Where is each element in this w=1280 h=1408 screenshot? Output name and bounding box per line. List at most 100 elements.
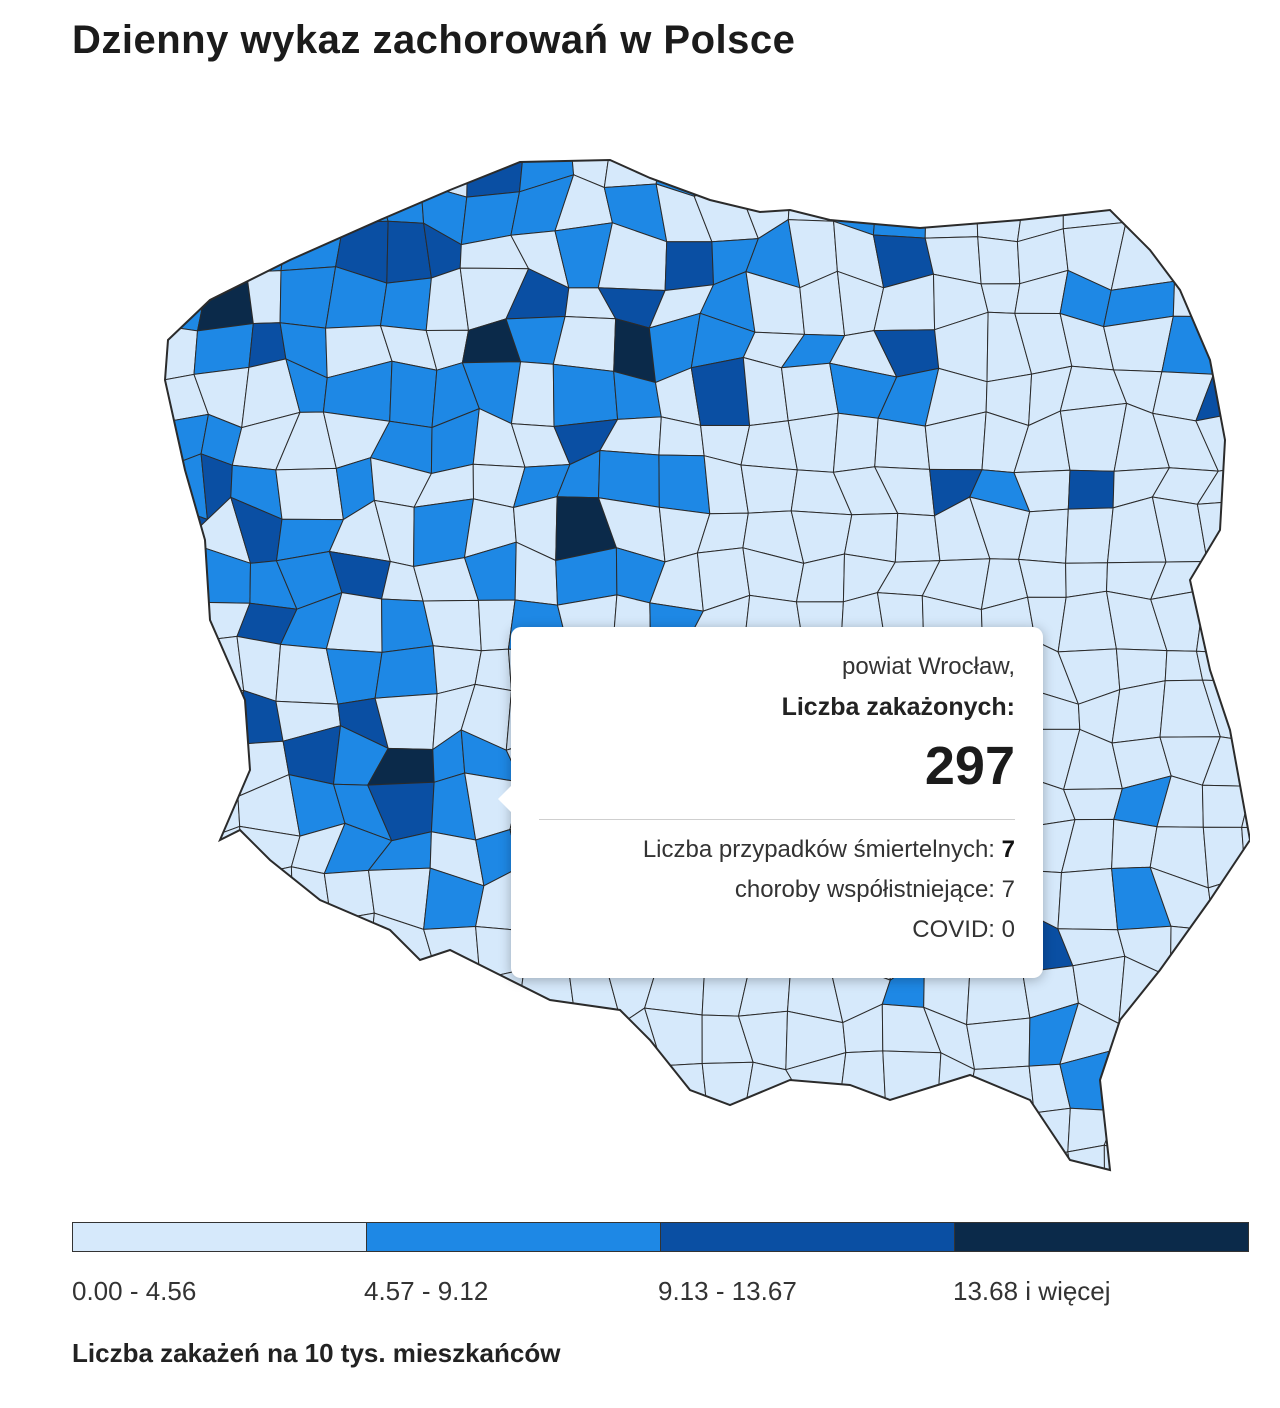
map-region[interactable] xyxy=(849,1157,890,1199)
map-region[interactable] xyxy=(1205,929,1251,973)
map-region[interactable] xyxy=(690,356,751,427)
map-region[interactable] xyxy=(235,1186,298,1200)
map-region[interactable] xyxy=(1216,219,1250,290)
map-region[interactable] xyxy=(1103,1100,1171,1159)
map-region[interactable] xyxy=(187,731,239,798)
map-region[interactable] xyxy=(287,1058,341,1111)
map-region[interactable] xyxy=(735,140,791,191)
map-region[interactable] xyxy=(1196,499,1250,563)
map-region[interactable] xyxy=(1160,1148,1218,1200)
map-region[interactable] xyxy=(746,1188,806,1200)
map-region[interactable] xyxy=(188,635,245,696)
map-region[interactable] xyxy=(231,955,291,1026)
map-region[interactable] xyxy=(832,412,879,473)
map-region[interactable] xyxy=(648,1140,701,1198)
map-region[interactable] xyxy=(474,648,513,692)
map-region[interactable] xyxy=(1103,1144,1163,1200)
map-region[interactable] xyxy=(239,1049,301,1100)
map-region[interactable] xyxy=(787,412,839,473)
map-region[interactable] xyxy=(572,1021,623,1067)
map-region[interactable] xyxy=(183,955,245,1026)
map-region[interactable] xyxy=(420,1191,465,1200)
map-region[interactable] xyxy=(150,830,207,885)
map-region[interactable] xyxy=(929,1196,983,1200)
map-region[interactable] xyxy=(150,731,190,794)
map-region[interactable] xyxy=(1207,185,1250,237)
map-region[interactable] xyxy=(280,221,345,272)
map-region[interactable] xyxy=(882,1050,942,1107)
map-region[interactable] xyxy=(517,1011,577,1071)
map-region[interactable] xyxy=(1197,140,1251,198)
map-region[interactable] xyxy=(1246,918,1250,973)
map-region[interactable] xyxy=(374,645,438,699)
map-region[interactable] xyxy=(975,181,1026,243)
map-region[interactable] xyxy=(1105,1197,1167,1200)
map-region[interactable] xyxy=(150,140,202,198)
map-region[interactable] xyxy=(326,1015,375,1065)
map-region[interactable] xyxy=(698,1109,759,1162)
map-region[interactable] xyxy=(333,1146,382,1200)
map-region[interactable] xyxy=(189,189,245,235)
map-region[interactable] xyxy=(872,182,928,239)
map-region[interactable] xyxy=(1212,1111,1250,1161)
map-region[interactable] xyxy=(701,1061,754,1117)
map-region[interactable] xyxy=(647,1108,708,1142)
map-region[interactable] xyxy=(1017,1197,1078,1200)
map-region[interactable] xyxy=(507,1139,567,1197)
map-region[interactable] xyxy=(661,1062,708,1111)
map-region[interactable] xyxy=(1199,1188,1250,1200)
map-region[interactable] xyxy=(737,973,791,1017)
map-region[interactable] xyxy=(965,1196,1034,1200)
map-region[interactable] xyxy=(794,1160,853,1196)
map-region[interactable] xyxy=(1203,963,1251,1026)
map-region[interactable] xyxy=(375,140,428,185)
map-region[interactable] xyxy=(878,1199,931,1200)
map-region[interactable] xyxy=(150,233,209,281)
map-region[interactable] xyxy=(1111,818,1158,870)
map-region[interactable] xyxy=(1246,1151,1250,1197)
map-region[interactable] xyxy=(698,1140,759,1198)
map-region[interactable] xyxy=(326,1108,382,1152)
map-region[interactable] xyxy=(802,1189,850,1200)
map-region[interactable] xyxy=(329,176,389,223)
map-region[interactable] xyxy=(325,912,375,974)
map-region[interactable] xyxy=(552,315,617,372)
map-region[interactable] xyxy=(1014,1151,1077,1198)
map-region[interactable] xyxy=(743,1092,801,1164)
map-region[interactable] xyxy=(367,1007,430,1059)
map-region[interactable] xyxy=(787,185,852,222)
map-region[interactable] xyxy=(1062,140,1128,197)
map-region[interactable] xyxy=(1057,867,1119,931)
map-region[interactable] xyxy=(1111,680,1166,744)
map-region[interactable] xyxy=(1247,1188,1250,1200)
map-region[interactable] xyxy=(199,1002,246,1070)
map-region[interactable] xyxy=(275,954,329,1025)
map-region[interactable] xyxy=(522,1192,572,1200)
map-region[interactable] xyxy=(965,1065,1035,1119)
map-region[interactable] xyxy=(282,1142,341,1194)
map-region[interactable] xyxy=(420,140,469,198)
map-region[interactable] xyxy=(150,774,207,840)
map-region[interactable] xyxy=(1199,1020,1250,1060)
map-region[interactable] xyxy=(1245,268,1250,324)
map-region[interactable] xyxy=(188,689,245,746)
map-region[interactable] xyxy=(552,363,619,428)
map-region[interactable] xyxy=(284,182,345,241)
map-region[interactable] xyxy=(460,1099,532,1152)
map-region[interactable] xyxy=(1161,185,1220,237)
map-region[interactable] xyxy=(1116,1046,1171,1112)
map-region[interactable] xyxy=(326,140,387,196)
map-region[interactable] xyxy=(836,140,892,187)
map-region[interactable] xyxy=(874,417,931,470)
map-region[interactable] xyxy=(1245,219,1250,283)
map-region[interactable] xyxy=(150,1002,206,1070)
map-region[interactable] xyxy=(1118,1012,1169,1059)
map-region[interactable] xyxy=(1245,452,1250,513)
map-region[interactable] xyxy=(241,1142,300,1194)
map-region[interactable] xyxy=(930,1160,973,1200)
map-region[interactable] xyxy=(876,140,938,185)
map-region[interactable] xyxy=(150,591,206,641)
map-region[interactable] xyxy=(240,866,294,934)
map-region[interactable] xyxy=(605,1064,667,1110)
map-region[interactable] xyxy=(658,454,711,515)
